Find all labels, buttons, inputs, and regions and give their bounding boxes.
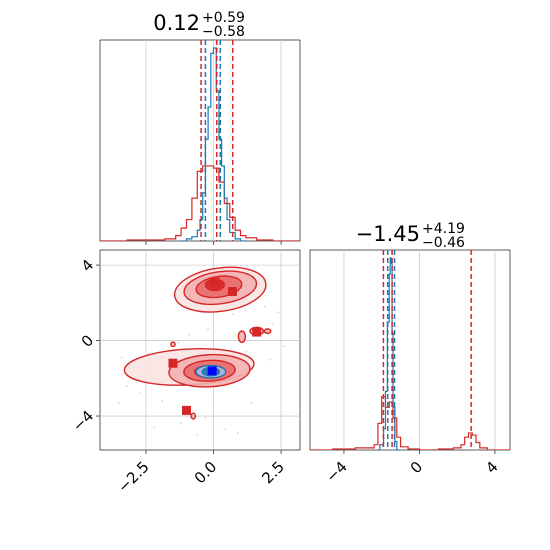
joint-sample-point [271,322,274,325]
joint-marker [227,287,237,297]
right-x-tick-label: 4 [482,458,501,477]
top-title-lower-error: −0.58 [202,24,245,40]
joint-sample-point [236,432,239,435]
joint-x-tick-label: 2.5 [258,458,288,488]
joint-sample-point [207,328,210,331]
right-histogram-series-0 [310,396,510,450]
joint-sample-point [277,311,280,314]
right-histogram-panel: −4 0 4 −1.45 +4.19 −0.46 [309,221,511,486]
joint-marker [252,327,262,337]
top-histogram-panel: 0.12 +0.59 −0.58 [99,10,301,245]
top-title-value: 0.12 [153,11,200,35]
joint-y-tick-label: −4 [69,407,97,435]
right-title-lower-error: −0.46 [422,235,465,251]
joint-sample-point [188,333,191,336]
joint-contour-3-level-3 [170,341,176,348]
joint-marker [210,277,220,287]
joint-sample-point [120,356,123,359]
joint-sample-point [139,392,142,395]
joint-sample-point [153,426,156,429]
joint-sample-point [223,428,226,431]
top-histogram-series-1 [181,47,246,241]
joint-sample-point [158,339,161,342]
right-x-tick-label: −4 [322,458,350,486]
joint-marker [207,366,217,376]
joint-marker [168,358,178,368]
joint-panel-frame [99,249,301,451]
joint-contour-panel: −2.5 0.0 2.5 −4 0 4 [69,249,301,496]
joint-sample-point [177,341,180,344]
joint-x-tick-label: −2.5 [114,458,152,496]
joint-sample-point [126,384,129,387]
right-title-upper-error: +4.19 [422,221,465,237]
top-title-upper-error: +0.59 [202,10,245,26]
joint-sample-point [244,350,247,353]
joint-sample-point [117,401,120,404]
joint-sample-point [196,433,199,436]
top-histogram-series-0 [100,165,300,241]
joint-contour-3-level-4 [190,412,197,420]
joint-contour-3-level-0 [237,330,247,344]
joint-sample-point [161,399,164,402]
right-panel-frame [309,249,511,451]
joint-marker [181,405,191,415]
joint-sample-point [180,422,183,425]
joint-sample-point [250,401,253,404]
joint-sample-point [231,313,234,316]
joint-sample-point [269,358,272,361]
right-title-value: −1.45 [356,222,420,246]
joint-x-tick-label: 0.0 [191,458,221,488]
joint-y-tick-label: 0 [78,331,97,350]
joint-sample-point [204,416,207,419]
top-panel-frame [99,39,301,242]
joint-sample-point [282,345,285,348]
joint-y-tick-label: 4 [78,256,97,275]
joint-sample-point [263,305,266,308]
joint-contour-3-level-2 [263,328,272,335]
right-x-tick-label: 0 [407,458,426,477]
